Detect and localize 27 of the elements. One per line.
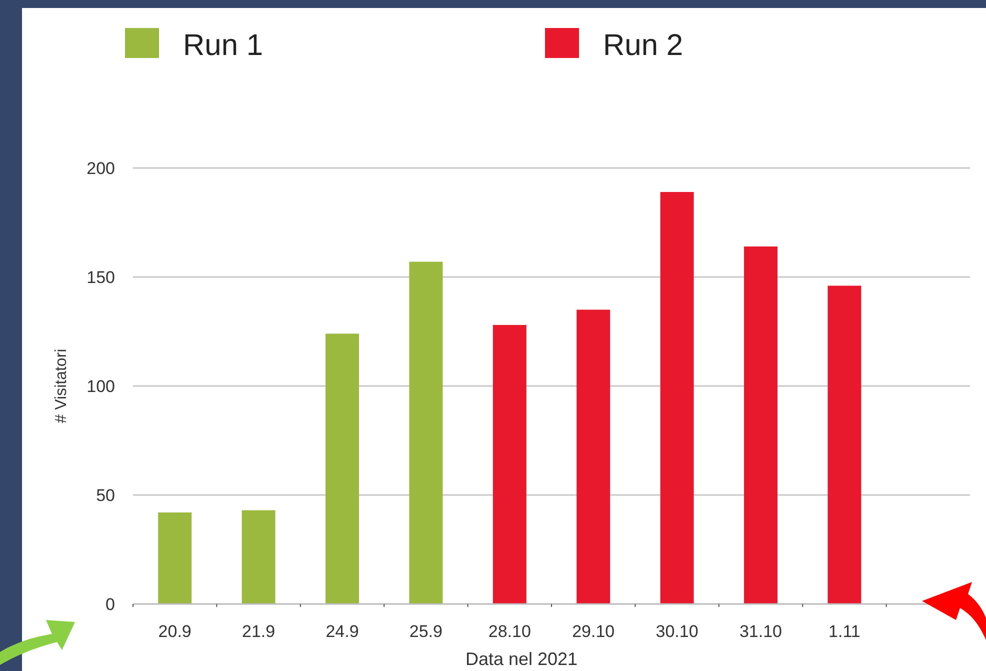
- x-tick-label: 1.11: [828, 622, 860, 641]
- bar: [576, 310, 610, 604]
- y-axis-title: # Visitatori: [53, 348, 70, 424]
- bar: [242, 510, 276, 604]
- legend-label: Run 2: [603, 29, 684, 62]
- x-tick-label: 25.9: [409, 622, 442, 641]
- x-tick-label: 24.9: [326, 622, 359, 641]
- y-tick-label: 150: [86, 268, 115, 287]
- x-tick-label: 30.10: [656, 622, 698, 641]
- y-tick-label: 0: [106, 594, 115, 614]
- x-tick-label: 20.9: [158, 622, 192, 641]
- x-tick-label: 31.10: [739, 622, 782, 641]
- bar: [326, 334, 359, 604]
- bar: [158, 512, 192, 604]
- y-tick-label: 100: [86, 376, 115, 396]
- bar: [828, 286, 862, 604]
- legend-label: Run 1: [183, 29, 264, 62]
- bar: [744, 246, 778, 604]
- y-tick-label: 50: [96, 486, 115, 505]
- x-tick-label: 29.10: [572, 622, 615, 641]
- bar: [660, 192, 694, 604]
- x-axis-title: Data nel 2021: [465, 649, 578, 669]
- x-tick-label: 21.9: [242, 622, 276, 641]
- y-tick-label: 200: [86, 158, 115, 178]
- bar: [492, 324, 526, 604]
- bar: [409, 262, 443, 604]
- x-tick-label: 28.10: [488, 622, 531, 641]
